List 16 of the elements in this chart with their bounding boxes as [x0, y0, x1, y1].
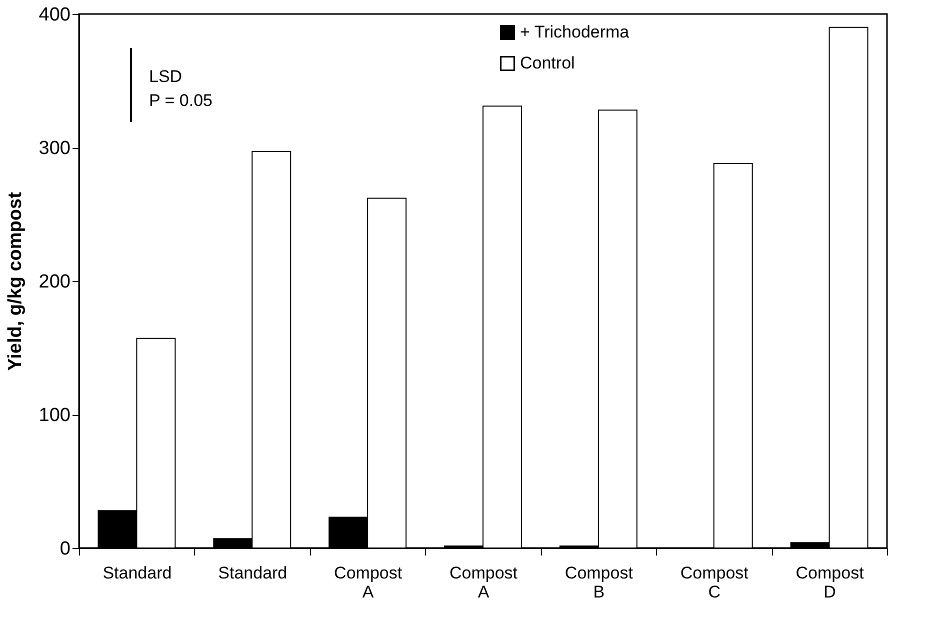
x-tick-label: Standard [218, 564, 288, 582]
annotation: LSD P = 0.05 [149, 67, 212, 110]
y-tick-label: 0 [60, 538, 70, 560]
y-tick-label: 100 [38, 405, 70, 426]
x-tick-label: Compost C [680, 564, 749, 602]
legend-label: Control [520, 54, 575, 72]
y-axis-title: Yield, g/kg compost [4, 191, 26, 371]
legend-label: + Trichoderma [520, 22, 630, 42]
y-tick-label: 300 [38, 138, 70, 159]
y-tick-label: 200 [38, 272, 70, 292]
x-tick-label: Standard [102, 564, 172, 582]
x-tick-label: Compost D [796, 564, 864, 602]
y-tick-label: 400 [38, 4, 70, 26]
x-tick-label: Compost B [564, 564, 634, 602]
x-tick-label: Compost A [334, 564, 402, 602]
x-tick-label: Compost A [449, 564, 518, 602]
